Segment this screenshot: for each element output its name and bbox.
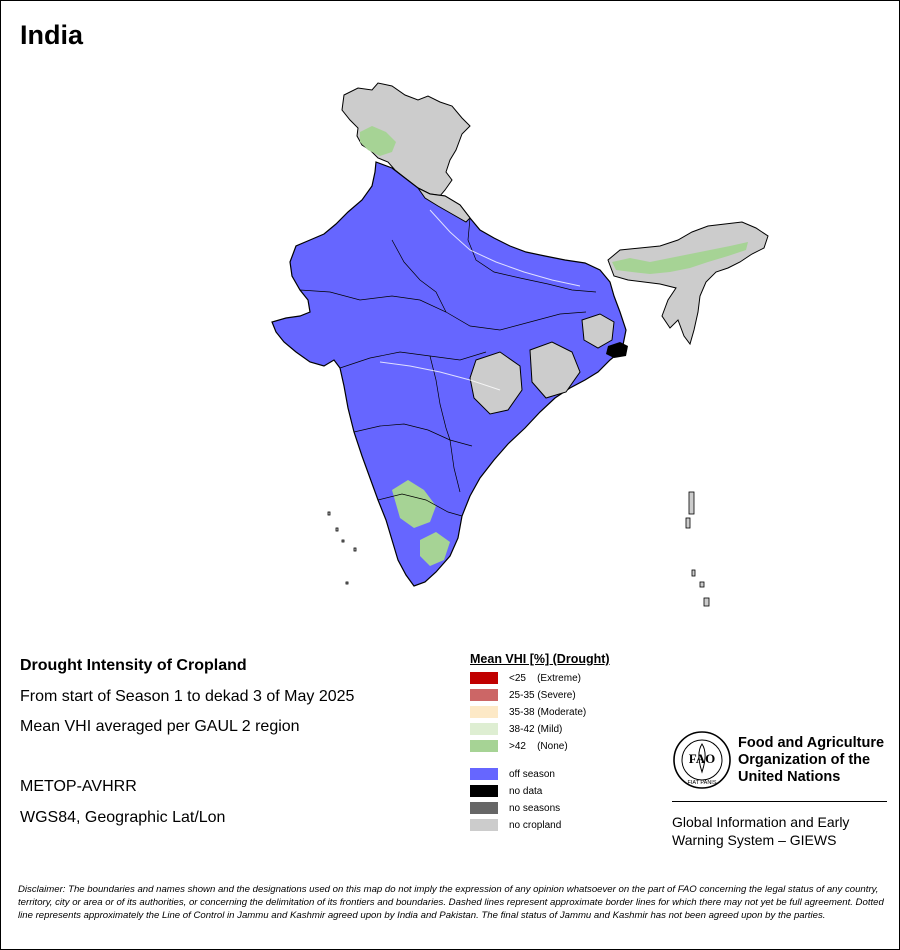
map-info-title: Drought Intensity of Cropland: [20, 657, 247, 674]
legend-label: 38-42 (Mild): [509, 723, 563, 735]
giews-line: Global Information and Early: [672, 814, 850, 830]
island: [691, 569, 696, 577]
legend-label: >42 (None): [509, 740, 568, 752]
fao-logo-motto: FIAT PANIS: [687, 780, 716, 786]
island: [353, 547, 357, 552]
map-rivers: [379, 209, 581, 391]
legend-swatch: [470, 706, 498, 718]
boundary-line: [339, 351, 487, 369]
disclaimer-text: Disclaimer: The boundaries and names sho…: [18, 884, 884, 921]
island: [688, 491, 695, 515]
map-patch-central: [469, 351, 523, 415]
fao-name-line: Food and Agriculture: [738, 735, 885, 751]
legend-label: no seasons: [509, 802, 561, 814]
fao-logo: FAO FIAT PANIS: [673, 731, 731, 789]
island: [685, 517, 691, 529]
map-region-northeast: [607, 221, 769, 346]
legend-swatch: [470, 672, 498, 684]
river-line: [379, 361, 501, 391]
legend-item-none: >42 (None): [470, 739, 568, 753]
legend-swatch: [470, 723, 498, 735]
country-title: India: [20, 20, 84, 50]
legend-label: off season: [509, 768, 555, 780]
map-region-uttarakhand: [417, 187, 471, 223]
fao-divider: [672, 801, 887, 802]
fao-name-line: Organization of the: [738, 752, 871, 768]
fao-name-line: United Nations: [738, 769, 841, 785]
map-info-method: Mean VHI averaged per GAUL 2 region: [20, 718, 300, 735]
legend-swatch: [470, 740, 498, 752]
boundary-line: [353, 423, 473, 447]
giews-name: Global Information and Early Warning Sys…: [672, 813, 892, 849]
legend-label: no data: [509, 785, 543, 797]
map-patch-tamilnadu: [420, 532, 450, 566]
map-patch-bengal: [581, 313, 615, 349]
map-patch-punjab: [360, 126, 396, 156]
island: [703, 597, 710, 607]
map-info-sensor: METOP-AVHRR: [20, 778, 137, 795]
map-patch-eastghats: [529, 341, 581, 399]
island: [335, 527, 339, 532]
fao-wheat-icon: [698, 743, 706, 774]
island: [341, 539, 345, 543]
boundary-line: [391, 239, 447, 313]
map-region-kashmir: [341, 82, 471, 197]
boundary-line: [467, 217, 597, 293]
map-patch-karnataka: [392, 480, 436, 528]
fao-logo-inner-ring: [681, 739, 723, 781]
legend-label: 35-38 (Moderate): [509, 706, 587, 718]
island: [345, 581, 349, 585]
river-line: [429, 209, 581, 287]
legend-item-no-seasons: no seasons: [470, 801, 560, 815]
legend-swatch: [470, 819, 498, 831]
legend-item-mild: 38-42 (Mild): [470, 722, 562, 736]
india-map: [271, 82, 769, 607]
legend-swatch: [470, 768, 498, 780]
boundary-line: [377, 493, 463, 517]
legend-label: 25-35 (Severe): [509, 689, 576, 701]
legend-item-no-data: no data: [470, 784, 542, 798]
legend-label: <25 (Extreme): [509, 672, 581, 684]
map-andaman-islands: [685, 491, 710, 607]
legend-swatch: [470, 689, 498, 701]
giews-line: Warning System – GIEWS: [672, 832, 837, 848]
map-lakshadweep-islands: [327, 511, 357, 585]
legend-item-moderate: 35-38 (Moderate): [470, 705, 586, 719]
map-region-brahmaputra: [612, 242, 748, 274]
legend-item-severe: 25-35 (Severe): [470, 688, 576, 702]
legend-title: Mean VHI [%] (Drought): [470, 652, 610, 666]
legend-item-no-cropland: no cropland: [470, 818, 561, 832]
map-state-boundaries: [299, 217, 597, 517]
boundary-line: [429, 355, 461, 493]
map-patch-no-data: [606, 342, 628, 358]
fao-logo-ring: [673, 731, 731, 789]
fao-logo-letters: FAO: [689, 751, 715, 766]
fao-organization-name: Food and Agriculture Organization of the…: [738, 735, 898, 786]
legend-item-off-season: off season: [470, 767, 555, 781]
legend-label: no cropland: [509, 819, 562, 831]
map-info-period: From start of Season 1 to dekad 3 of May…: [20, 688, 355, 705]
island: [327, 511, 331, 516]
legend-swatch: [470, 802, 498, 814]
legend-item-extreme: <25 (Extreme): [470, 671, 581, 685]
legend-swatch: [470, 785, 498, 797]
map-info-projection: WGS84, Geographic Lat/Lon: [20, 809, 226, 826]
island: [699, 581, 705, 588]
